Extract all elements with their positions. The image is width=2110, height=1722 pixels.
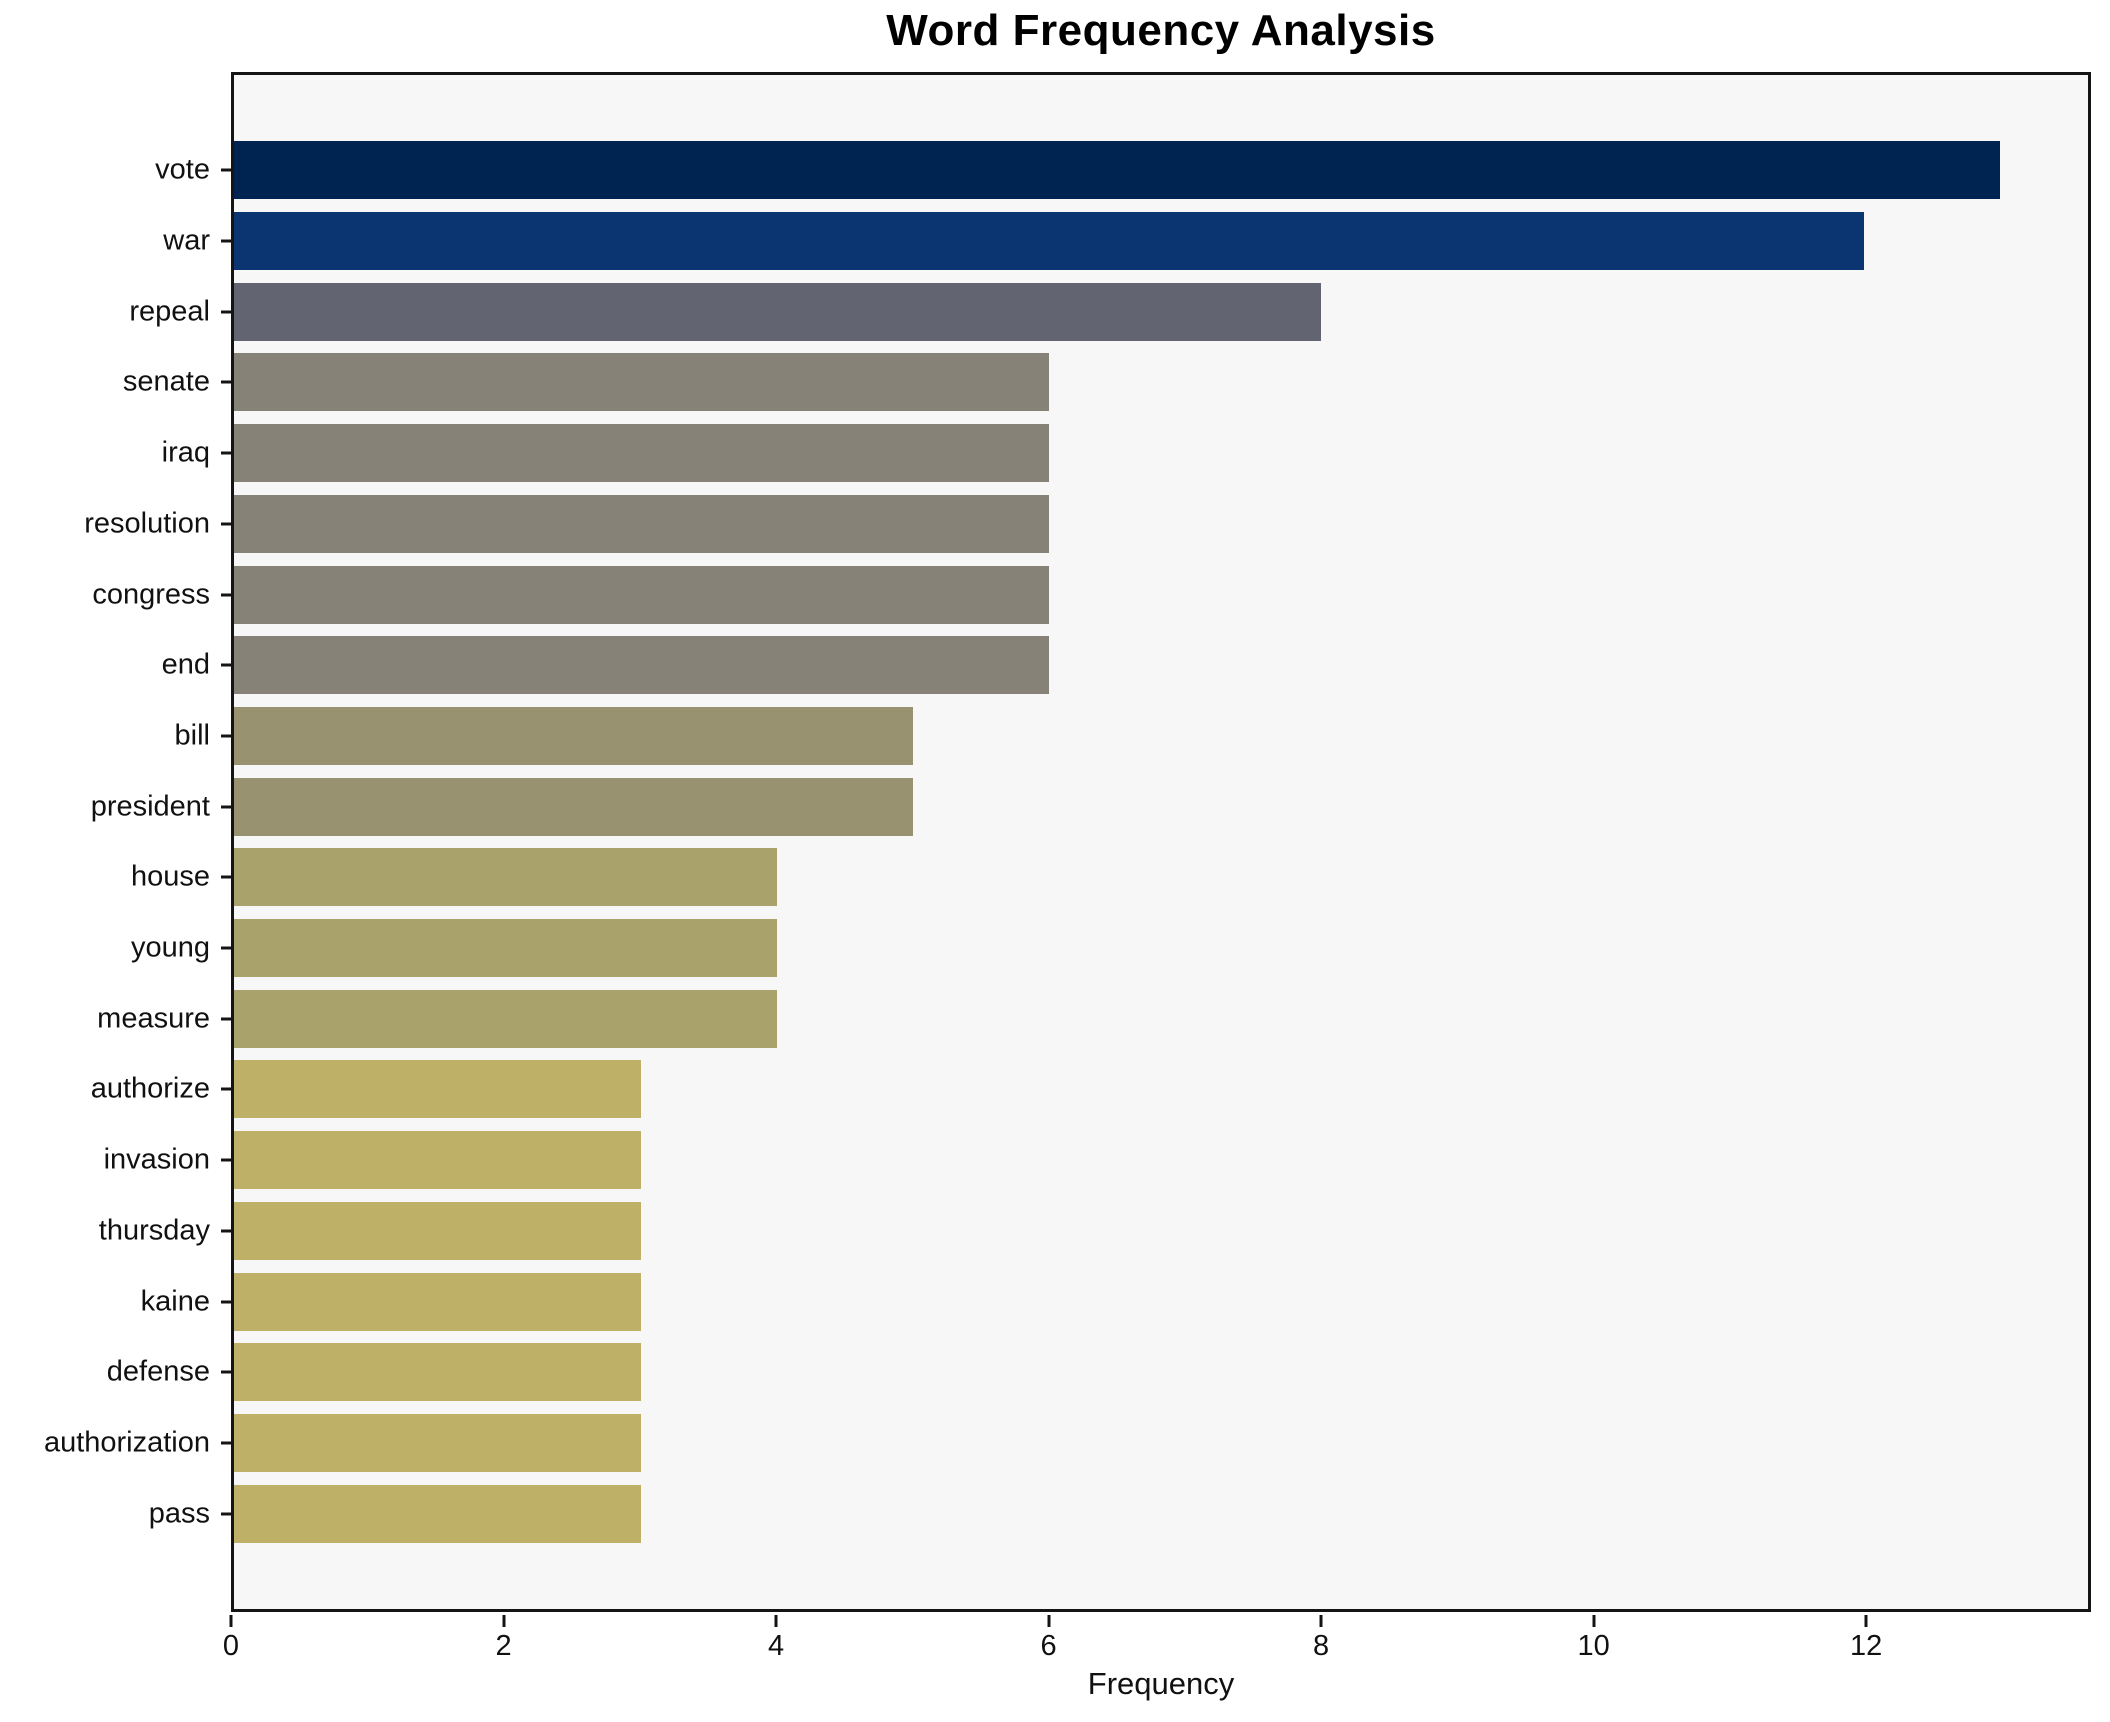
bar-resolution [234,494,1049,553]
y-tick-label: pass [148,1497,210,1530]
bar-row: iraq [162,418,2088,489]
bar-row: president [91,771,2088,842]
y-tick-label: resolution [84,507,210,540]
x-tick-label: 4 [767,1630,785,1662]
y-tick-mark [221,310,231,314]
bar-row: defense [107,1337,2088,1408]
bar-young [234,919,778,978]
bar-vote [234,141,2000,200]
bar-senate [234,353,1049,412]
x-tick-mark [1047,1615,1051,1627]
y-tick-label: vote [155,153,210,186]
plot-area: vote war repeal senate iraq resolution congres… [44,72,2091,1612]
x-tick-label: 0 [222,1630,240,1662]
bar-end [234,636,1049,695]
bar-measure [234,989,778,1048]
y-tick-label: congress [92,578,210,611]
bar-congress [234,565,1049,624]
bar-row: measure [97,983,2088,1054]
y-tick-mark [221,522,231,526]
y-tick-label: defense [106,1355,210,1388]
bar-kaine [234,1272,642,1331]
y-tick-label: house [130,860,210,893]
y-tick-label: authorize [90,1072,210,1105]
bar-president [234,777,914,836]
y-tick-label: kaine [140,1285,210,1318]
bar-row: bill [175,701,2088,772]
y-tick-mark [221,239,231,243]
bar-house [234,848,778,907]
y-tick-label: thursday [98,1214,210,1247]
bar-invasion [234,1131,642,1190]
y-tick-label: iraq [161,436,210,469]
bar-repeal [234,282,1321,341]
bar-pass [234,1484,642,1543]
y-tick-label: bill [174,719,210,752]
y-tick-mark [221,451,231,455]
bar-row: authorize [91,1054,2088,1125]
y-tick-mark [221,734,231,738]
bar-authorization [234,1414,642,1472]
bar-row: pass [149,1478,2088,1549]
y-tick-mark [221,380,231,384]
y-tick-label: senate [122,365,210,398]
x-tick-label: 12 [1850,1630,1883,1662]
x-tick-label: 6 [1040,1630,1057,1662]
bar-row: war [163,206,2088,277]
x-tick-mark [1864,1615,1868,1627]
x-tick-mark [502,1615,506,1627]
x-axis-label: Frequency [1087,1666,1235,1701]
y-tick-mark [221,1087,231,1091]
y-tick-label: end [161,648,210,681]
bar-authorize [234,1060,642,1119]
bar-iraq [234,424,1049,483]
y-tick-mark [221,1158,231,1162]
x-tick-mark [1319,1615,1323,1627]
y-tick-label: young [130,931,210,964]
y-tick-label: repeal [129,295,210,328]
bar-row: thursday [99,1196,2088,1267]
y-tick-label: president [90,790,210,823]
x-tick-label: 8 [1313,1630,1330,1662]
bar-row: vote [155,135,2088,206]
y-tick-mark [221,1441,231,1445]
y-tick-mark [221,946,231,950]
x-axis: 0 2 4 6 8 10 12 [223,1612,2091,1672]
x-tick-mark [774,1615,778,1627]
y-tick-mark [221,1512,231,1516]
y-tick-mark [221,663,231,667]
y-tick-label: authorization [43,1426,210,1459]
y-tick-mark [221,1300,231,1304]
y-tick-mark [221,593,231,597]
bar-row: house [131,842,2088,913]
bar-row: senate [123,347,2088,418]
x-tick-label: 10 [1577,1630,1610,1662]
bar-row: invasion [104,1125,2088,1196]
x-tick-label: 2 [495,1630,512,1662]
y-tick-mark [221,1229,231,1233]
bar-defense [234,1343,642,1402]
bar-row: end [162,630,2088,701]
bar-row: young [131,913,2088,984]
bar-row: kaine [141,1266,2088,1337]
bar-bill [234,706,914,765]
y-tick-mark [221,875,231,879]
y-tick-mark [221,1370,231,1374]
bar-row: congress [92,559,2088,630]
y-tick-label: measure [97,1002,210,1035]
y-tick-label: war [163,224,210,257]
y-tick-label: invasion [103,1143,210,1176]
y-tick-mark [221,1017,231,1021]
bar-row: authorization [44,1408,2088,1479]
bar-row: resolution [84,489,2088,560]
x-tick-mark [229,1615,233,1627]
x-tick-mark [1592,1615,1596,1627]
y-tick-mark [221,168,231,172]
chart-title: Word Frequency Analysis [886,6,1436,55]
bar-row: repeal [129,276,2088,347]
bar-war [234,212,1864,271]
y-tick-mark [221,805,231,809]
bar-thursday [234,1201,642,1260]
